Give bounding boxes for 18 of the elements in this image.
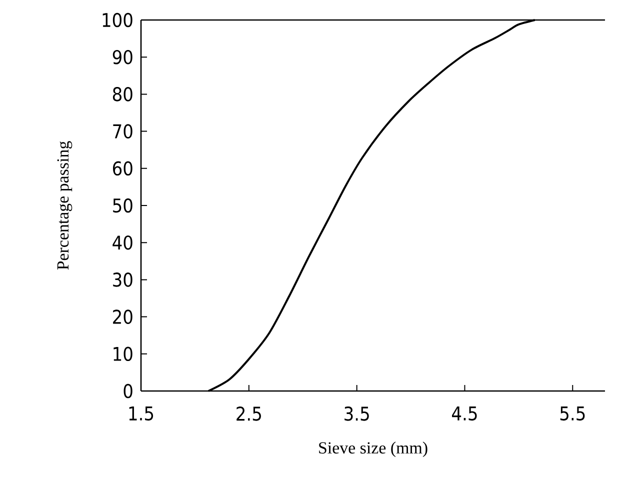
y-tick-label: 40 [112, 235, 132, 250]
y-tick-label: 30 [113, 272, 132, 287]
x-tick-label: 2.5 [236, 406, 261, 421]
x-tick-label: 5.5 [560, 406, 585, 421]
y-tick-label: 0 [124, 384, 132, 398]
y-tick-label: 60 [112, 161, 132, 176]
y-tick-label: 50 [113, 198, 132, 213]
y-tick-label: 90 [112, 50, 132, 64]
x-tick-label: 3.5 [344, 406, 369, 421]
x-tick-label: 4.5 [452, 406, 477, 421]
y-axis-title: Percentage passing [57, 141, 72, 270]
y-tick-label: 100 [102, 12, 132, 28]
y-tick-label: 10 [114, 346, 132, 362]
y-tick-label: 70 [113, 124, 132, 138]
x-axis-title: Sieve size (mm) [319, 442, 428, 458]
y-tick-label: 80 [112, 87, 132, 102]
x-tick-label: 1.5 [129, 406, 154, 421]
y-tick-label: 20 [113, 310, 132, 324]
